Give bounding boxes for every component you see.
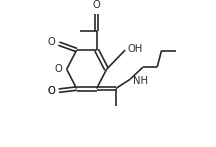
Text: O: O [47,86,55,96]
Text: NH: NH [133,76,148,86]
Text: O: O [93,0,100,10]
Text: O: O [47,86,55,96]
Text: O: O [47,36,55,46]
Text: O: O [55,64,63,74]
Text: OH: OH [128,44,143,54]
